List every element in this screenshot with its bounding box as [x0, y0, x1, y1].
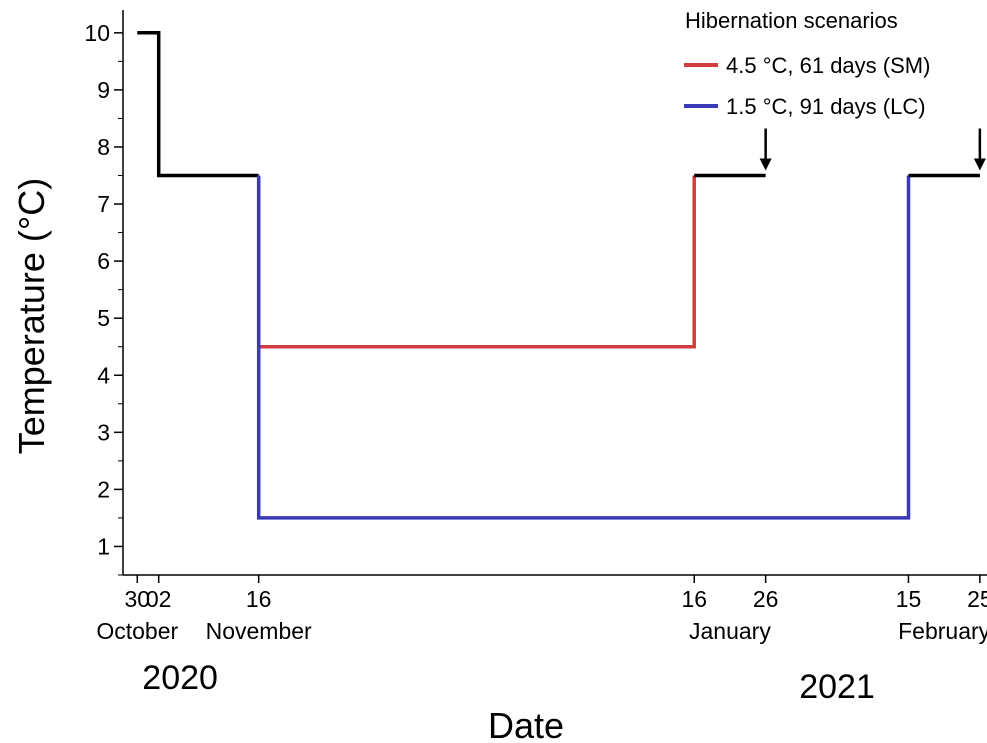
- x-axis-label: Date: [488, 705, 564, 743]
- y-tick-label: 5: [97, 305, 110, 331]
- y-tick-label: 7: [97, 191, 110, 217]
- year-label: 2021: [799, 668, 875, 706]
- legend-label: 1.5 °C, 91 days (LC): [726, 94, 926, 119]
- series-line: [137, 31, 259, 178]
- legend-label: 4.5 °C, 61 days (SM): [726, 53, 930, 78]
- y-tick-label: 10: [84, 20, 110, 46]
- legend-title: Hibernation scenarios: [685, 8, 898, 33]
- y-axis-ticks: 1 2 3 4 5 6 7 8 9 10: [84, 20, 123, 576]
- y-axis-label: Temperature (°C): [11, 178, 52, 454]
- x-tick-label: 16: [681, 586, 707, 612]
- series-line: [256, 175, 696, 349]
- arrow-head: [759, 158, 772, 171]
- axes: [122, 10, 987, 576]
- year-label: 2020: [142, 659, 218, 697]
- arrow-markers: [759, 128, 986, 171]
- y-tick-label: 8: [97, 134, 110, 160]
- arrow-head: [973, 158, 986, 171]
- y-tick-label: 6: [97, 248, 110, 274]
- x-tick-label: 16: [246, 586, 272, 612]
- month-label: January: [689, 618, 771, 644]
- x-tick-label: 02: [146, 586, 172, 612]
- legend: Hibernation scenarios 4.5 °C, 61 days (SM…: [684, 8, 930, 119]
- y-tick-label: 4: [97, 362, 110, 388]
- x-tick-label: 25: [967, 586, 987, 612]
- month-label: October: [96, 618, 178, 644]
- series-line: [256, 175, 911, 520]
- month-label: February: [898, 618, 987, 644]
- x-tick-label: 26: [753, 586, 779, 612]
- y-tick-label: 1: [97, 533, 110, 559]
- y-tick-label: 3: [97, 419, 110, 445]
- y-tick-label: 9: [97, 77, 110, 103]
- month-label: November: [206, 618, 312, 644]
- y-tick-label: 2: [97, 476, 110, 502]
- series-lines: [137, 31, 980, 520]
- x-tick-label: 30: [124, 586, 150, 612]
- x-tick-label: 15: [896, 586, 922, 612]
